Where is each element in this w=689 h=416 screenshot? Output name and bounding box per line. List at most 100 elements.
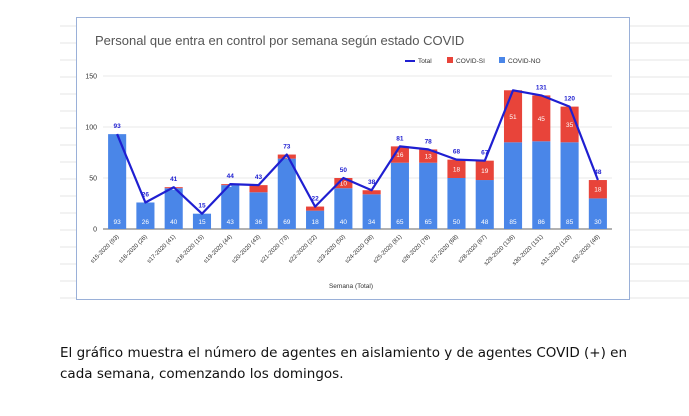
data-label-covid-si: 4	[285, 154, 289, 161]
x-tick-label: s22-2020 (22)	[288, 234, 319, 265]
bar-covid-no	[503, 142, 523, 229]
y-tick-label: 150	[85, 74, 97, 81]
data-label-covid-no: 15	[198, 219, 206, 226]
data-label-covid-no: 85	[509, 219, 517, 226]
x-tick-label: s16-2020 (26)	[118, 234, 149, 265]
bar-covid-si	[419, 149, 438, 163]
data-label-covid-no: 50	[453, 219, 461, 226]
data-label-total: 120	[564, 96, 575, 103]
y-tick-label: 0	[93, 227, 97, 234]
y-tick-label: 50	[89, 176, 97, 183]
bar-covid-no	[277, 158, 296, 229]
chart-title: Personal que entra en control por semana…	[95, 33, 464, 48]
bar-covid-no	[221, 185, 240, 229]
data-label-total: 50	[340, 167, 348, 174]
data-label-covid-si: 35	[566, 122, 574, 129]
legend: Total COVID-SI COVID-NO	[405, 57, 541, 65]
data-label-covid-no: 85	[566, 219, 574, 226]
x-tick-label: s32-2020 (48)	[571, 234, 602, 265]
data-label-covid-no: 86	[538, 219, 546, 226]
data-label-covid-no: 40	[340, 219, 348, 226]
data-label-total: 131	[536, 84, 547, 91]
bar-covid-no	[447, 178, 466, 229]
x-tick-label: s17-2020 (41)	[146, 234, 177, 265]
bar-covid-no	[164, 188, 183, 229]
bar-covid-si	[475, 160, 494, 181]
data-label-total: 43	[255, 174, 263, 181]
data-label-total: 93	[114, 123, 122, 130]
legend-swatch-covid-no	[499, 57, 505, 63]
bar-covid-no	[560, 142, 579, 229]
bar-covid-si	[532, 95, 551, 142]
y-axis-ticks: 0 50 100 150	[85, 74, 97, 234]
data-label-total: 73	[283, 144, 291, 151]
x-tick-label: s25-2020 (81)	[373, 234, 404, 265]
data-label-total: 48	[594, 169, 602, 176]
x-tick-label: s28-2020 (67)	[458, 234, 489, 265]
data-label-covid-si: 16	[396, 152, 404, 159]
y-tick-label: 100	[85, 125, 97, 132]
data-label-covid-no: 26	[142, 219, 150, 226]
chart-container[interactable]: Personal que entra en control por semana…	[76, 17, 630, 300]
bar-covid-si	[588, 180, 607, 199]
data-label-covid-no: 69	[283, 219, 291, 226]
data-label-covid-si: 18	[453, 166, 461, 173]
bar-covid-no	[334, 188, 353, 229]
data-label-total: 15	[198, 203, 206, 210]
data-label-covid-no: 93	[114, 219, 122, 226]
data-label-covid-si: 1	[228, 182, 232, 189]
bar-covid-no	[249, 192, 268, 229]
data-label-covid-si: 45	[538, 116, 546, 123]
data-label-covid-no: 65	[425, 219, 433, 226]
legend-swatch-covid-si	[447, 57, 453, 63]
data-label-covid-no: 30	[594, 219, 602, 226]
x-tick-label: s26-2020 (78)	[401, 234, 432, 265]
x-tick-label: s27-2020 (68)	[429, 234, 460, 265]
x-tick-label: s15-2020 (93)	[90, 234, 121, 265]
data-label-total: 81	[396, 135, 404, 142]
data-label-total: 22	[311, 196, 319, 203]
data-label-covid-no: 48	[481, 219, 489, 226]
bar-covid-no	[108, 134, 127, 229]
data-label-total: 38	[368, 179, 376, 186]
bar-covid-no	[136, 202, 155, 229]
data-label-covid-no: 43	[227, 219, 235, 226]
legend-label-total: Total	[418, 58, 432, 65]
legend-label-covid-si: COVID-SI	[456, 58, 485, 65]
bar-covid-no	[390, 162, 409, 229]
bar-covid-si	[390, 146, 409, 163]
bar-covid-si	[447, 159, 466, 178]
data-label-covid-no: 65	[396, 219, 404, 226]
data-label-total: 41	[170, 176, 178, 183]
x-axis-ticks: s15-2020 (93)s16-2020 (26)s17-2020 (41)s…	[90, 234, 601, 267]
total-series-line	[116, 89, 599, 215]
caption-text: El gráfico muestra el número de agentes …	[60, 345, 628, 382]
bar-covid-no	[532, 141, 551, 229]
data-label-covid-si: 18	[594, 187, 602, 194]
data-label-total: 78	[425, 138, 433, 145]
data-label-covid-no: 34	[368, 219, 376, 226]
data-label-total: 67	[481, 150, 489, 157]
data-label-covid-si: 13	[425, 154, 433, 161]
bar-covid-no	[362, 194, 381, 229]
bar-covid-si	[334, 178, 353, 189]
data-label-covid-si: 19	[481, 168, 489, 175]
bar-covid-no	[419, 162, 438, 229]
x-tick-label: s24-2020 (38)	[344, 234, 375, 265]
data-label-total: 68	[453, 149, 461, 156]
data-label-covid-no: 36	[255, 219, 263, 226]
stacked-bar-line-chart: Personal que entra en control por semana…	[85, 33, 612, 290]
bar-covid-no	[192, 213, 212, 229]
bar-covid-no	[475, 180, 494, 229]
x-tick-label: s19-2020 (44)	[203, 234, 234, 265]
data-label-covid-si: 10	[340, 181, 348, 188]
x-tick-label: s23-2020 (50)	[316, 234, 347, 265]
data-label-total: 44	[227, 173, 235, 180]
x-tick-label: s21-2020 (73)	[260, 234, 291, 265]
data-label-total: 26	[142, 191, 150, 198]
x-tick-label: s18-2020 (15)	[175, 234, 206, 265]
legend-label-covid-no: COVID-NO	[508, 58, 541, 65]
bar-covid-si	[362, 190, 381, 195]
